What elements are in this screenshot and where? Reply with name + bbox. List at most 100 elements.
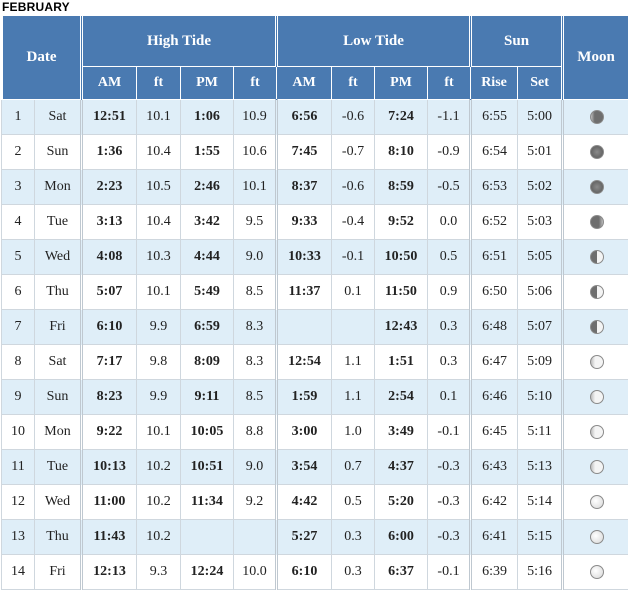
cell-moon (561, 204, 628, 240)
cell-high-pm-ft: 9.0 (233, 239, 277, 275)
cell-high-pm-ft: 10.9 (233, 99, 277, 135)
header-sub-row: AM ft PM ft AM ft PM ft Rise Set (2, 66, 628, 100)
cell-low-am-ft: 0.3 (331, 554, 375, 590)
cell-sunset: 5:03 (517, 204, 564, 240)
cell-day: 10 (1, 414, 35, 450)
cell-high-am-ft: 10.2 (136, 519, 181, 555)
table-row: 11 Tue 10:13 10.2 10:51 9.0 3:54 0.7 4:37 -0.3 6:4… (1, 449, 628, 485)
cell-low-am-ft: -0.6 (331, 169, 375, 205)
cell-high-am-time: 12:13 (80, 554, 137, 590)
cell-sunrise: 6:53 (469, 169, 519, 205)
cell-weekday: Tue (34, 204, 82, 240)
tide-table: Date High Tide Low Tide Sun Moon AM ft P… (0, 15, 628, 590)
cell-sunset: 5:00 (517, 99, 564, 135)
cell-moon (561, 379, 628, 415)
cell-weekday: Mon (34, 414, 82, 450)
cell-high-am-time: 11:00 (80, 484, 137, 520)
cell-day: 14 (1, 554, 35, 590)
cell-day: 8 (1, 344, 35, 380)
moon-phase-icon (589, 389, 604, 404)
cell-high-pm-time: 3:42 (180, 204, 234, 240)
cell-sunset: 5:16 (517, 554, 564, 590)
cell-high-pm-time: 2:46 (180, 169, 234, 205)
cell-sunrise: 6:48 (469, 309, 519, 345)
cell-low-am-time: 8:37 (275, 169, 332, 205)
cell-moon (561, 309, 628, 345)
cell-high-am-ft: 9.3 (136, 554, 181, 590)
cell-high-pm-time: 4:44 (180, 239, 234, 275)
cell-sunset: 5:07 (517, 309, 564, 345)
cell-sunrise: 6:46 (469, 379, 519, 415)
cell-low-pm-ft: -0.3 (426, 449, 472, 485)
moon-phase-icon (589, 179, 604, 194)
cell-moon (561, 484, 628, 520)
cell-low-am-time: 6:10 (275, 554, 332, 590)
cell-low-pm-ft: 0.3 (426, 309, 472, 345)
cell-day: 12 (1, 484, 35, 520)
cell-sunrise: 6:41 (469, 519, 519, 555)
table-row: 10 Mon 9:22 10.1 10:05 8.8 3:00 1.0 3:49 -0.1 6:45… (1, 414, 628, 450)
table-row: 12 Wed 11:00 10.2 11:34 9.2 4:42 0.5 5:20 -0.3 6:4… (1, 484, 628, 520)
cell-weekday: Tue (34, 449, 82, 485)
table-row: 4 Tue 3:13 10.4 3:42 9.5 9:33 -0.4 9:52 0.0 6:52 5:… (1, 204, 628, 240)
cell-high-am-time: 5:07 (80, 274, 137, 310)
cell-high-pm-time: 8:09 (180, 344, 234, 380)
cell-low-pm-time: 10:50 (374, 239, 428, 275)
cell-weekday: Sun (34, 134, 82, 170)
cell-low-pm-time: 8:59 (374, 169, 428, 205)
month-title: FEBRUARY (2, 0, 70, 14)
moon-phase-icon (589, 459, 604, 474)
cell-high-am-time: 10:13 (80, 449, 137, 485)
cell-moon (561, 344, 628, 380)
table-row: 5 Wed 4:08 10.3 4:44 9.0 10:33 -0.1 10:50 0.5 6:51… (1, 239, 628, 275)
cell-high-am-ft: 9.8 (136, 344, 181, 380)
cell-low-am-time: 12:54 (275, 344, 332, 380)
cell-weekday: Sat (34, 344, 82, 380)
cell-low-pm-time: 11:50 (374, 274, 428, 310)
cell-weekday: Sun (34, 379, 82, 415)
cell-low-am-ft: -0.7 (331, 134, 375, 170)
cell-high-pm-time: 6:59 (180, 309, 234, 345)
cell-sunrise: 6:55 (469, 99, 519, 135)
cell-high-pm-ft: 9.5 (233, 204, 277, 240)
cell-low-pm-time: 6:37 (374, 554, 428, 590)
cell-low-pm-ft: -0.9 (426, 134, 472, 170)
cell-sunset: 5:05 (517, 239, 564, 275)
cell-sunset: 5:02 (517, 169, 564, 205)
header-low-am: AM (276, 66, 332, 100)
cell-low-pm-ft: -0.3 (426, 484, 472, 520)
cell-high-pm-ft: 10.0 (233, 554, 277, 590)
table-row: 1 Sat 12:51 10.1 1:06 10.9 6:56 -0.6 7:24 -1.1 6:5… (1, 99, 628, 135)
cell-day: 2 (1, 134, 35, 170)
table-row: 7 Fri 6:10 9.9 6:59 8.3 12:43 0.3 6:48 5:07 (1, 309, 628, 345)
header-sun-set: Set (517, 66, 564, 100)
moon-phase-icon (589, 424, 604, 439)
moon-phase-icon (589, 529, 604, 544)
cell-high-pm-time (180, 519, 234, 555)
cell-moon (561, 169, 628, 205)
cell-high-am-ft: 10.1 (136, 414, 181, 450)
cell-high-am-ft: 9.9 (136, 379, 181, 415)
header-high-am-ft: ft (136, 66, 181, 100)
cell-low-pm-time: 3:49 (374, 414, 428, 450)
cell-low-am-ft: -0.6 (331, 99, 375, 135)
moon-phase-icon (589, 319, 604, 334)
cell-high-am-ft: 10.4 (136, 134, 181, 170)
cell-high-am-ft: 10.4 (136, 204, 181, 240)
cell-low-am-ft: 1.1 (331, 344, 375, 380)
cell-weekday: Sat (34, 99, 82, 135)
cell-day: 7 (1, 309, 35, 345)
cell-day: 13 (1, 519, 35, 555)
cell-low-pm-ft: 0.1 (426, 379, 472, 415)
header-low-am-ft: ft (331, 66, 375, 100)
cell-high-am-ft: 10.1 (136, 274, 181, 310)
cell-high-am-time: 2:23 (80, 169, 137, 205)
cell-sunset: 5:09 (517, 344, 564, 380)
cell-sunset: 5:10 (517, 379, 564, 415)
cell-high-am-time: 11:43 (80, 519, 137, 555)
cell-high-pm-ft: 8.5 (233, 274, 277, 310)
cell-day: 5 (1, 239, 35, 275)
cell-high-am-time: 3:13 (80, 204, 137, 240)
cell-day: 1 (1, 99, 35, 135)
cell-high-am-time: 12:51 (80, 99, 137, 135)
